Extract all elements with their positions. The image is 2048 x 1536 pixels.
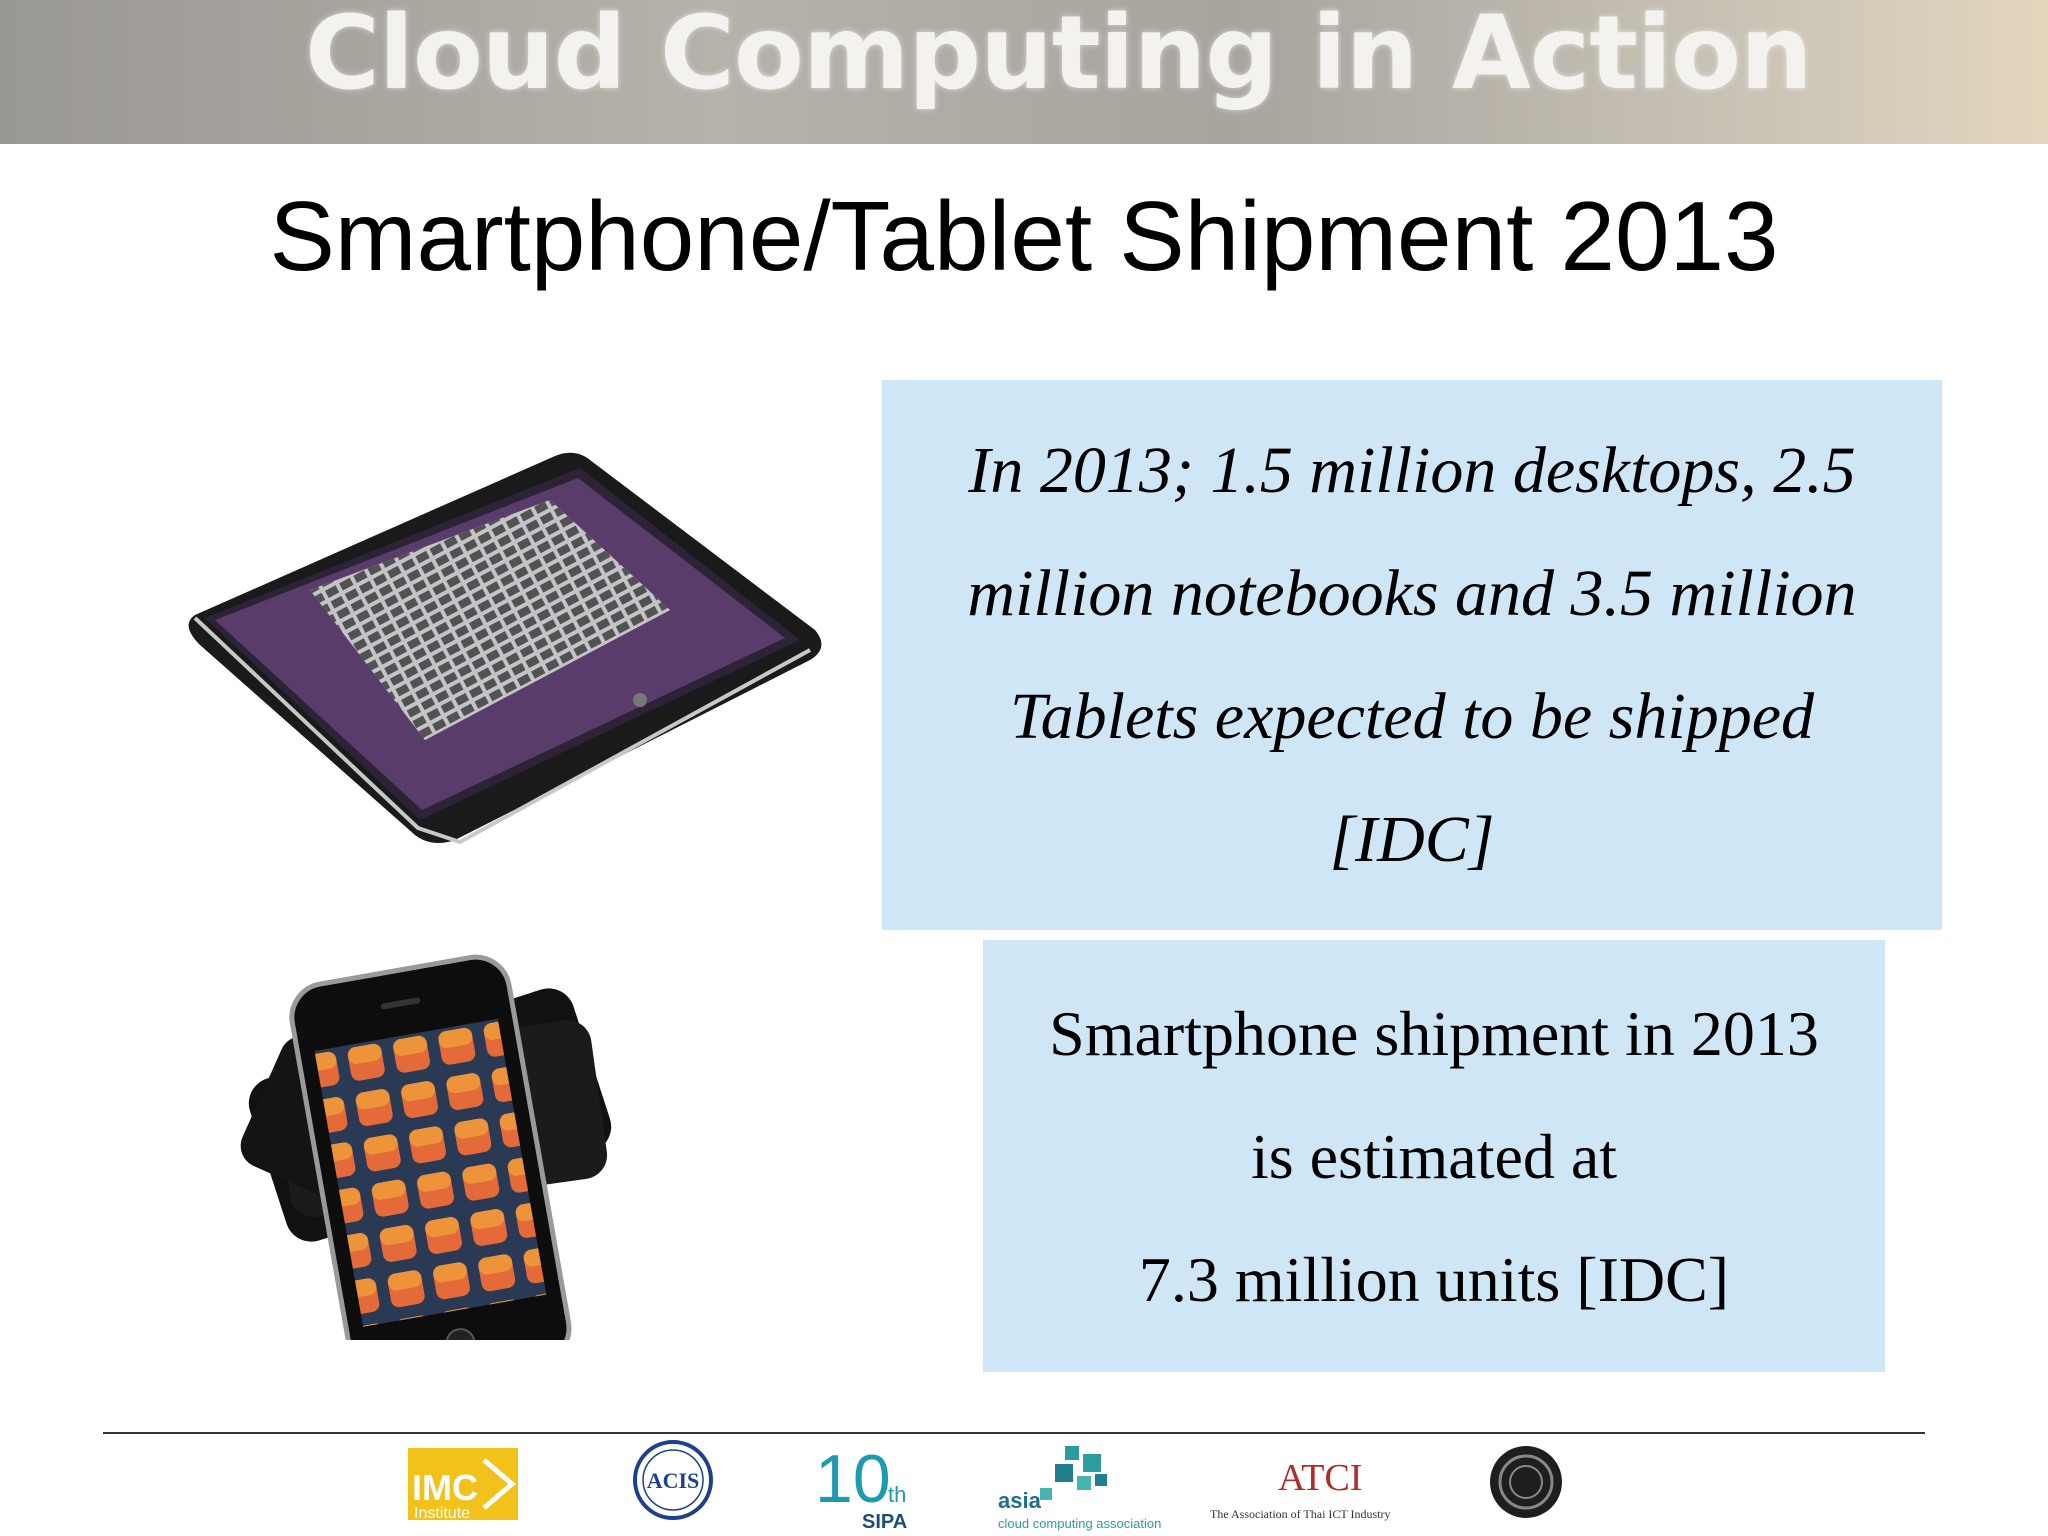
svg-text:ACIS: ACIS	[647, 1468, 700, 1493]
smartphone-stats-line: Smartphone shipment in 2013	[1049, 997, 1819, 1069]
footer-logos: IMC Institute ACIS 10 th SIPA asia cloud…	[408, 1440, 1562, 1533]
svg-text:ATCI: ATCI	[1278, 1457, 1362, 1499]
council-seal-logo	[1490, 1446, 1562, 1518]
smartphone-stats-line: is estimated at	[1250, 1120, 1618, 1192]
asia-cloud-logo: asia cloud computing association	[998, 1446, 1161, 1531]
svg-text:Institute: Institute	[414, 1505, 470, 1522]
acis-logo: ACIS	[633, 1440, 713, 1520]
smartphone-stats-line: 7.3 million units [IDC]	[1138, 1243, 1730, 1315]
svg-text:th: th	[888, 1482, 906, 1507]
tablet-stats-box: In 2013; 1.5 million desktops, 2.5 milli…	[882, 380, 1942, 930]
slide-title: Smartphone/Tablet Shipment 2013	[269, 181, 1779, 291]
svg-text:asia: asia	[998, 1488, 1042, 1513]
tablet-stats-line: Tablets expected to be shipped	[1009, 680, 1815, 753]
tablet-image	[188, 452, 822, 845]
svg-text:The Association of Thai ICT In: The Association of Thai ICT Industry	[1210, 1507, 1391, 1521]
tablet-stats-line: In 2013; 1.5 million desktops, 2.5	[968, 434, 1856, 507]
tablet-stats-line: million notebooks and 3.5 million	[967, 557, 1857, 630]
tablet-stats-line: [IDC]	[1329, 803, 1495, 876]
banner-title: Cloud Computing in Action	[305, 0, 1813, 113]
footer-divider	[103, 1432, 1925, 1434]
svg-text:IMC: IMC	[412, 1467, 478, 1508]
sipa-logo: 10 th SIPA	[815, 1441, 907, 1533]
svg-text:cloud computing association: cloud computing association	[998, 1516, 1161, 1531]
imc-logo: IMC Institute	[408, 1448, 518, 1522]
svg-text:10: 10	[815, 1441, 891, 1517]
header-banner: Cloud Computing in Action	[0, 0, 2048, 144]
smartphone-stats-box: Smartphone shipment in 2013 is estimated…	[983, 940, 1885, 1372]
svg-text:SIPA: SIPA	[862, 1511, 907, 1533]
device-images	[188, 452, 822, 1340]
smartphones-image	[240, 954, 612, 1340]
atci-logo: ATCI The Association of Thai ICT Industr…	[1210, 1457, 1391, 1521]
